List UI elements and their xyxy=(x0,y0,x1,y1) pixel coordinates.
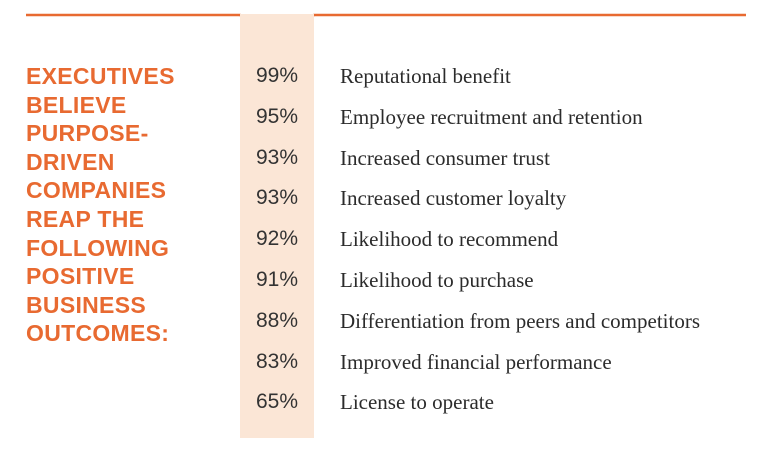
heading-line: OUTCOMES: xyxy=(26,320,170,347)
outcome-label: Likelihood to purchase xyxy=(340,268,534,292)
heading-line: COMPANIES xyxy=(26,177,167,204)
table-row: 93% Increased consumer trust xyxy=(0,138,770,178)
table-row: 92% Likelihood to recommend xyxy=(0,219,770,259)
table-row: 65% License to operate xyxy=(0,382,770,422)
table-row: 88% Differentiation from peers and compet… xyxy=(0,301,770,341)
table-row: 99% Reputational benefit xyxy=(0,56,770,96)
heading-line: REAP THE xyxy=(26,205,145,232)
heading-line: BUSINESS xyxy=(26,291,146,318)
percentage-column-band xyxy=(240,14,314,438)
heading-line: EXECUTIVES xyxy=(26,63,175,89)
outcome-label: Reputational benefit xyxy=(340,64,511,88)
percentage-value: 95% xyxy=(255,104,299,128)
heading-line: FOLLOWING xyxy=(26,234,170,261)
heading-line: POSITIVE xyxy=(26,263,135,290)
percentage-value: 91% xyxy=(255,268,299,291)
table-row: 95% Employee recruitment and retention xyxy=(0,97,770,137)
percentage-value: 99% xyxy=(255,64,299,87)
outcome-label: Increased customer loyalty xyxy=(340,186,567,211)
infographic-heading: EXECUTIVES BELIEVE PURPOSE- DRIVEN COMPA… xyxy=(26,62,236,348)
outcome-label: Likelihood to recommend xyxy=(340,227,559,252)
heading-line: BELIEVE xyxy=(26,91,127,118)
outcome-label: Increased consumer trust xyxy=(340,145,550,170)
outcome-label: Improved financial performance xyxy=(340,349,612,374)
percentage-value: 93% xyxy=(255,145,299,169)
outcome-label: Differentiation from peers and competito… xyxy=(340,308,700,333)
table-row: 91% Likelihood to purchase xyxy=(0,260,770,300)
table-row: 93% Increased customer loyalty xyxy=(0,178,770,218)
percentage-value: 88% xyxy=(255,308,299,332)
percentage-value: 65% xyxy=(255,390,299,414)
heading-line: PURPOSE- xyxy=(26,120,149,147)
percentage-value: 83% xyxy=(255,349,299,373)
percentage-value: 92% xyxy=(255,227,299,251)
table-row: 83% Improved financial performance xyxy=(0,342,770,382)
outcome-label: License to operate xyxy=(340,390,494,415)
heading-line: DRIVEN xyxy=(26,148,115,175)
outcome-label: Employee recruitment and retention xyxy=(340,104,643,129)
percentage-value: 93% xyxy=(255,186,299,210)
